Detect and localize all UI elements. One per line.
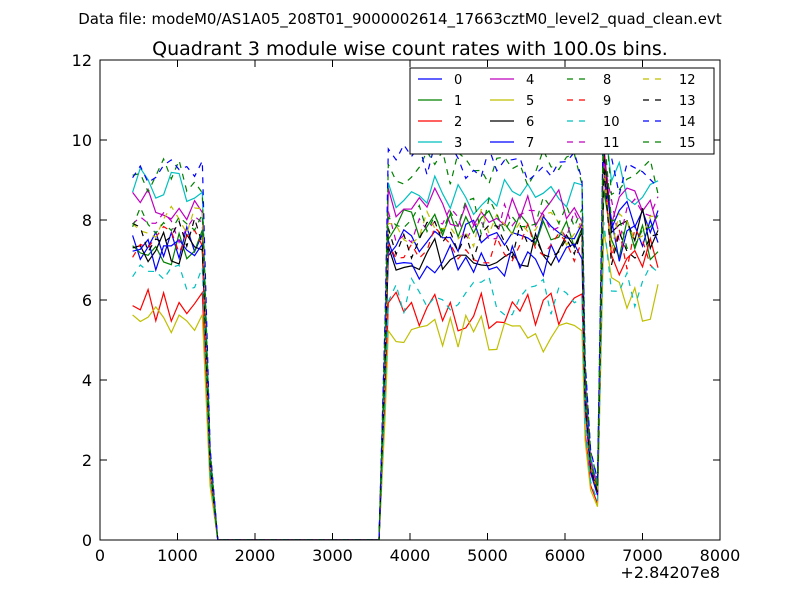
legend-label-8: 8 bbox=[603, 73, 611, 88]
legend-label-2: 2 bbox=[454, 115, 462, 130]
y-tick-label: 2 bbox=[82, 451, 92, 470]
y-tick-label: 6 bbox=[82, 291, 92, 310]
y-tick-label: 8 bbox=[82, 211, 92, 230]
x-tick-label: 8000 bbox=[700, 546, 741, 565]
ticks-layer: 0 1000 2000 3000 4000 5000 6000 7000 80000246810… bbox=[72, 51, 741, 565]
legend-label-5: 5 bbox=[526, 94, 534, 109]
x-tick-label: 0 bbox=[95, 546, 105, 565]
legend-label-10: 10 bbox=[603, 115, 620, 130]
series-line-11 bbox=[132, 160, 659, 540]
x-tick-label: 6000 bbox=[545, 546, 586, 565]
series-line-14 bbox=[132, 91, 659, 540]
legend-label-11: 11 bbox=[603, 136, 620, 151]
legend-label-13: 13 bbox=[679, 94, 696, 109]
x-tick-label: 1000 bbox=[157, 546, 198, 565]
series-layer bbox=[132, 91, 659, 540]
series-line-0 bbox=[132, 151, 659, 540]
legend-label-3: 3 bbox=[454, 136, 462, 151]
x-tick-label: 2000 bbox=[235, 546, 276, 565]
y-tick-label: 0 bbox=[82, 531, 92, 550]
x-tick-label: 3000 bbox=[312, 546, 353, 565]
series-line-2 bbox=[132, 169, 659, 540]
series-line-15 bbox=[132, 129, 659, 540]
y-tick-label: 4 bbox=[82, 371, 92, 390]
x-tick-label: 5000 bbox=[467, 546, 508, 565]
legend-label-14: 14 bbox=[679, 115, 696, 130]
legend-label-9: 9 bbox=[603, 94, 611, 109]
series-line-6 bbox=[132, 152, 659, 540]
y-tick-label: 12 bbox=[72, 51, 92, 70]
legend-label-0: 0 bbox=[454, 73, 462, 88]
series-line-5 bbox=[132, 230, 659, 540]
series-line-7 bbox=[132, 175, 659, 540]
legend-label-12: 12 bbox=[679, 73, 696, 88]
legend-frame bbox=[409, 67, 715, 155]
x-tick-label: 4000 bbox=[390, 546, 431, 565]
series-line-3 bbox=[132, 115, 659, 540]
series-line-4 bbox=[132, 145, 659, 540]
legend-label-1: 1 bbox=[454, 94, 462, 109]
chart-title: Quadrant 3 module wise count rates with … bbox=[152, 38, 668, 60]
x-tick-label: 7000 bbox=[622, 546, 663, 565]
legend-label-7: 7 bbox=[526, 136, 534, 151]
y-tick-label: 10 bbox=[72, 131, 92, 150]
legend-label-6: 6 bbox=[526, 115, 534, 130]
series-line-13 bbox=[132, 165, 659, 540]
chart-suptitle: Data file: modeM0/AS1A05_208T01_90000026… bbox=[78, 10, 722, 29]
x-offset-label: +2.84207e8 bbox=[620, 563, 720, 582]
legend-label-15: 15 bbox=[679, 136, 696, 151]
legend-label-4: 4 bbox=[526, 73, 534, 88]
